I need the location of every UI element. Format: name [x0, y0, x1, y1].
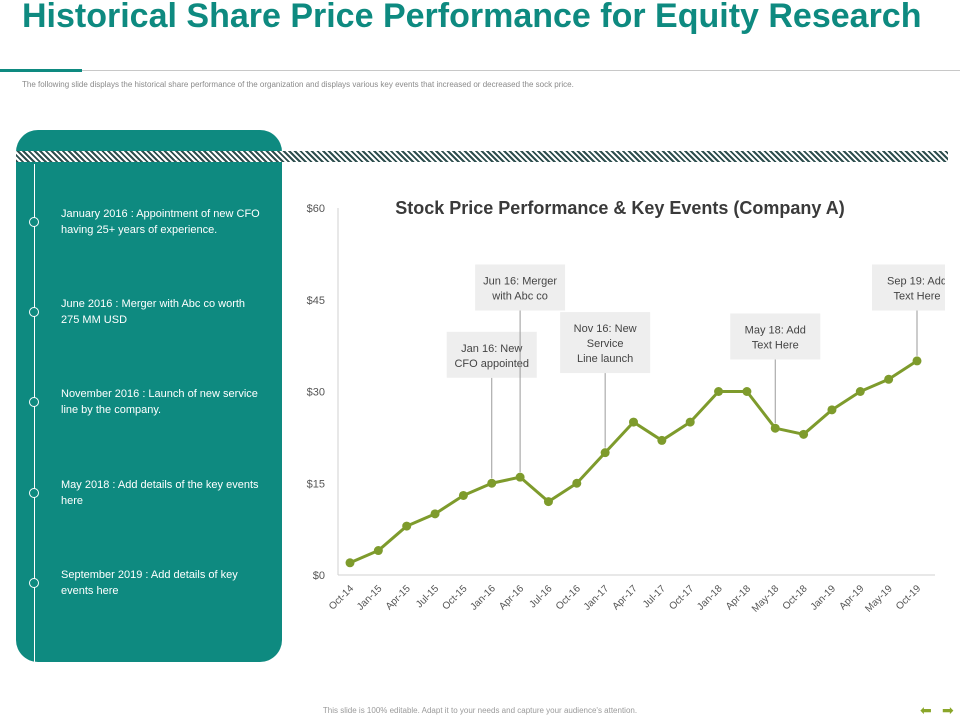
x-tick-label: Oct-15	[441, 583, 470, 612]
x-tick-label: Oct-17	[667, 583, 696, 612]
event-callout-text: Nov 16: New	[574, 323, 637, 335]
title-divider	[0, 70, 960, 71]
x-tick-label: Oct-18	[781, 583, 810, 612]
x-tick-label: Jan-19	[809, 583, 839, 613]
x-tick-label: Apr-19	[837, 583, 866, 612]
data-point	[373, 546, 383, 556]
x-tick-label: Oct-19	[894, 583, 923, 612]
timeline-dot-icon	[29, 217, 39, 227]
x-tick-label: May-19	[863, 583, 895, 615]
hatch-divider	[16, 151, 948, 162]
next-slide-arrow-icon[interactable]: ➡	[942, 702, 954, 718]
data-point	[515, 472, 525, 482]
data-point	[543, 497, 553, 507]
x-tick-label: May-18	[750, 583, 782, 615]
event-callout-text: Sep 19: Add	[887, 276, 945, 288]
y-tick-label: $45	[307, 295, 325, 307]
x-tick-label: Jul-17	[641, 583, 668, 610]
y-tick-label: $30	[307, 387, 325, 399]
timeline-event-jun-2016: June 2016 : Merger with Abc co worth 275…	[16, 296, 282, 330]
x-tick-label: Oct-16	[554, 583, 583, 612]
data-point	[770, 423, 780, 433]
timeline-event-jan-2016: January 2016 : Appointment of new CFO ha…	[16, 206, 282, 240]
timeline-dot-icon	[29, 307, 39, 317]
previous-slide-arrow-icon[interactable]: ⬅	[920, 702, 932, 718]
data-point	[572, 478, 582, 488]
x-tick-label: Jul-16	[528, 583, 555, 610]
title-accent-bar	[0, 69, 82, 72]
data-point	[430, 509, 440, 519]
y-tick-label: $15	[307, 478, 325, 490]
x-tick-label: Oct-14	[327, 583, 356, 612]
event-callout-text: CFO appointed	[454, 358, 529, 370]
series-line-stock-price	[349, 359, 918, 565]
event-callout-text: with Abc co	[491, 291, 548, 303]
data-point	[629, 417, 638, 427]
event-callout-box	[446, 331, 537, 378]
event-callout-text: Jan 16: New	[461, 343, 522, 355]
data-point	[402, 521, 412, 531]
x-tick-label: Jan-15	[355, 583, 385, 613]
data-point	[657, 435, 667, 445]
stock-price-chart: Stock Price Performance & Key Events (Co…	[307, 198, 945, 615]
timeline-event-may-2018: May 2018 : Add details of the key events…	[16, 477, 282, 511]
timeline-dot-icon	[29, 397, 39, 407]
data-point	[799, 429, 809, 439]
data-point	[600, 448, 610, 458]
x-tick-label: Jul-15	[414, 583, 441, 610]
x-tick-label: Apr-15	[384, 583, 413, 612]
timeline-line	[34, 164, 35, 662]
timeline-event-text: June 2016 : Merger with Abc co worth 275…	[61, 298, 246, 326]
timeline-event-nov-2016: November 2016 : Launch of new service li…	[16, 386, 282, 420]
event-callout-text: Service	[587, 338, 624, 350]
timeline-event-text: May 2018 : Add details of the key events…	[61, 479, 259, 507]
timeline-dot-icon	[29, 488, 39, 498]
x-tick-label: Jan-18	[695, 583, 725, 613]
event-callout-box	[872, 264, 945, 311]
x-tick-label: Apr-18	[724, 583, 753, 612]
timeline-dot-icon	[29, 578, 39, 588]
chart-title: Stock Price Performance & Key Events (Co…	[395, 198, 844, 218]
event-callout-text: Jun 16: Merger	[483, 276, 557, 288]
timeline-event-text: January 2016 : Appointment of new CFO ha…	[61, 208, 260, 236]
event-callout-text: Text Here	[893, 291, 940, 303]
timeline-event-text: November 2016 : Launch of new service li…	[61, 388, 258, 416]
data-point	[714, 387, 724, 396]
event-callout-text: May 18: Add	[745, 324, 806, 336]
data-point	[855, 387, 865, 396]
data-point	[487, 478, 497, 488]
key-events-panel: January 2016 : Appointment of new CFO ha…	[16, 130, 282, 662]
page-subtitle: The following slide displays the histori…	[22, 80, 574, 89]
x-tick-label: Jan-16	[468, 583, 498, 613]
data-point	[458, 490, 468, 500]
data-point	[912, 356, 922, 366]
data-point	[685, 417, 695, 427]
data-point	[345, 558, 355, 568]
page-title: Historical Share Price Performance for E…	[22, 0, 922, 35]
timeline-event-sep-2019: September 2019 : Add details of key even…	[16, 567, 282, 601]
event-callout-box	[730, 313, 821, 360]
footer-note: This slide is 100% editable. Adapt it to…	[322, 706, 638, 715]
y-tick-label: $0	[313, 570, 325, 582]
data-point	[742, 387, 752, 396]
data-point	[884, 374, 894, 384]
x-tick-label: Apr-17	[611, 583, 640, 612]
event-callout-box	[560, 312, 651, 374]
y-tick-label: $60	[307, 203, 325, 215]
event-callout-text: Text Here	[752, 339, 799, 351]
event-callout-text: Line launch	[577, 353, 633, 365]
event-callout-box	[475, 264, 566, 311]
x-tick-label: Jan-17	[582, 583, 612, 613]
timeline-event-text: September 2019 : Add details of key even…	[61, 569, 238, 597]
data-point	[827, 405, 837, 415]
x-tick-label: Apr-16	[497, 583, 526, 612]
